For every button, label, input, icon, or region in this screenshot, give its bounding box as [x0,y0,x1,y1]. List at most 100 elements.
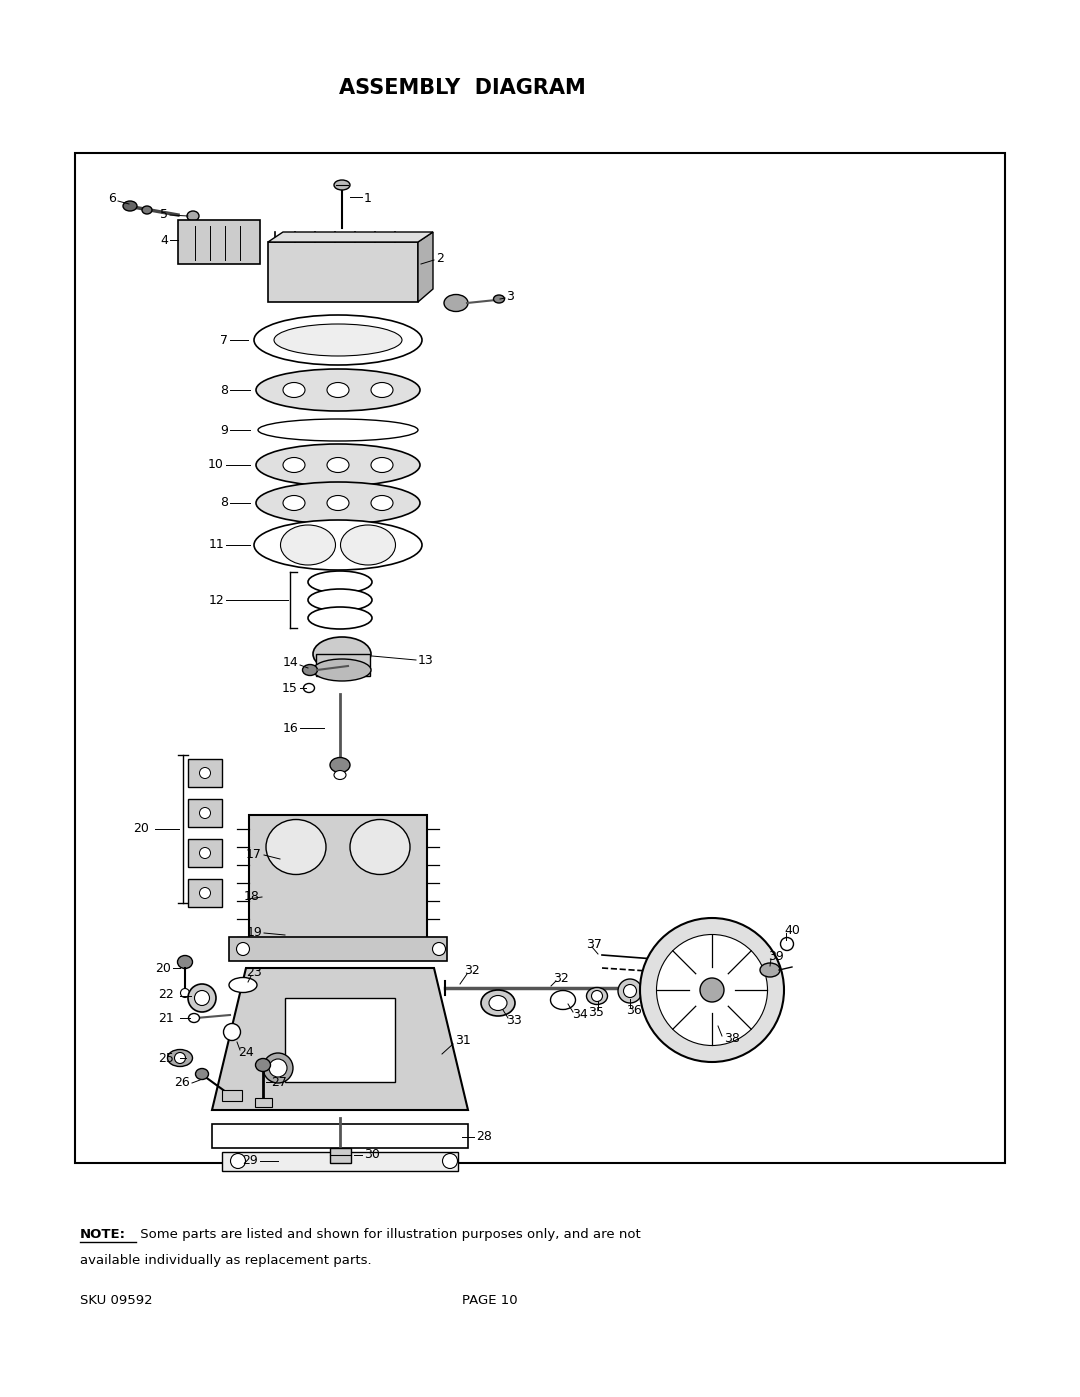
Ellipse shape [254,314,422,365]
Ellipse shape [141,205,152,214]
Ellipse shape [175,1052,186,1063]
Ellipse shape [180,989,189,997]
Bar [255,1098,272,1106]
Ellipse shape [481,990,515,1016]
Ellipse shape [194,990,210,1006]
Ellipse shape [700,978,724,1002]
Text: 34: 34 [572,1009,588,1021]
Text: 20: 20 [156,961,171,975]
Ellipse shape [303,683,314,693]
Text: 32: 32 [553,971,569,985]
Text: 19: 19 [246,926,262,940]
Bar [249,814,427,957]
Text: 5: 5 [160,208,168,222]
Text: 13: 13 [418,654,434,666]
Text: 32: 32 [464,964,480,977]
Text: PAGE 10: PAGE 10 [462,1294,517,1308]
Text: available individually as replacement parts.: available individually as replacement pa… [80,1255,372,1267]
Text: NOTE:: NOTE: [80,1228,126,1241]
Ellipse shape [308,608,372,629]
Bar [222,1090,242,1101]
Ellipse shape [327,383,349,398]
Ellipse shape [551,990,576,1010]
Ellipse shape [274,324,402,356]
Text: 40: 40 [784,923,800,936]
Bar [75,154,1005,1162]
Polygon shape [212,968,468,1111]
Ellipse shape [781,937,794,950]
Ellipse shape [592,990,603,1002]
Ellipse shape [283,496,305,510]
Ellipse shape [256,1059,270,1071]
Bar [316,654,370,676]
Ellipse shape [623,985,636,997]
Text: 36: 36 [626,1003,642,1017]
Text: 1: 1 [364,191,372,204]
Ellipse shape [327,457,349,472]
Text: 39: 39 [768,950,784,963]
Ellipse shape [264,1053,293,1083]
Ellipse shape [123,201,137,211]
Ellipse shape [266,820,326,875]
Text: 23: 23 [246,967,261,979]
Ellipse shape [372,496,393,510]
Ellipse shape [372,383,393,398]
Ellipse shape [283,383,305,398]
Text: 4: 4 [160,233,168,246]
Ellipse shape [189,1013,200,1023]
Text: 24: 24 [238,1046,254,1059]
Text: 12: 12 [208,594,224,606]
Ellipse shape [258,419,418,441]
Text: Some parts are listed and shown for illustration purposes only, and are not: Some parts are listed and shown for illu… [136,1228,640,1241]
Ellipse shape [308,571,372,592]
Text: 22: 22 [159,989,174,1002]
Ellipse shape [167,1049,192,1066]
Bar [188,879,222,907]
Ellipse shape [177,956,192,968]
Text: 31: 31 [455,1034,471,1046]
Text: 35: 35 [589,1006,604,1018]
Bar [229,937,447,961]
Ellipse shape [195,1069,208,1080]
Text: ASSEMBLY  DIAGRAM: ASSEMBLY DIAGRAM [339,78,585,98]
Text: 33: 33 [507,1014,522,1028]
Ellipse shape [489,996,507,1010]
Ellipse shape [269,1059,287,1077]
Bar [285,997,395,1083]
Ellipse shape [327,496,349,510]
Ellipse shape [254,520,422,570]
Ellipse shape [640,918,784,1062]
Ellipse shape [200,807,211,819]
Text: 25: 25 [158,1052,174,1065]
Ellipse shape [256,369,420,411]
Ellipse shape [313,659,372,680]
Bar [178,219,260,264]
Bar [330,1148,351,1162]
Polygon shape [268,232,433,242]
Ellipse shape [444,295,468,312]
Bar [188,840,222,868]
Ellipse shape [443,1154,458,1168]
Polygon shape [418,232,433,302]
Ellipse shape [229,978,257,992]
Polygon shape [268,242,418,302]
Text: 10: 10 [208,458,224,472]
Ellipse shape [334,771,346,780]
Text: 2: 2 [436,251,444,264]
Ellipse shape [313,637,372,671]
Ellipse shape [340,525,395,564]
Text: 21: 21 [159,1011,174,1024]
Text: 7: 7 [220,334,228,346]
Ellipse shape [330,757,350,773]
Ellipse shape [350,820,410,875]
Ellipse shape [256,482,420,524]
Ellipse shape [432,943,446,956]
Text: 8: 8 [220,384,228,397]
Text: 20: 20 [133,823,149,835]
Ellipse shape [657,935,768,1045]
Text: 38: 38 [724,1031,740,1045]
Text: 9: 9 [220,423,228,436]
Ellipse shape [334,180,350,190]
Ellipse shape [283,457,305,472]
Text: 6: 6 [108,191,116,204]
